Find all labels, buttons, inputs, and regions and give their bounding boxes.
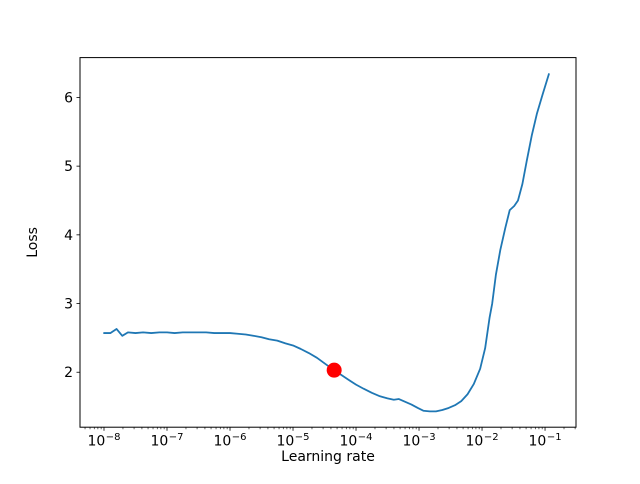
axes: 10−8 10−7 10−6 10−5 10−4 10−3 10−2 10−1 2 3 4 5 6 L… <box>25 57 577 465</box>
x-tick-label: 10−1 <box>529 432 562 450</box>
x-tick-label: 10−5 <box>276 432 309 450</box>
y-axis-ticks <box>76 97 80 373</box>
axes-box <box>79 57 577 428</box>
suggested-lr-marker <box>326 362 342 378</box>
y-tick-label: 3 <box>64 297 73 313</box>
x-tick-label: 10−6 <box>213 432 246 450</box>
x-axis-tick-labels: 10−8 10−7 10−6 10−5 10−4 10−3 10−2 10−1 <box>87 432 561 450</box>
x-tick-label: 10−2 <box>465 432 498 450</box>
y-tick-label: 2 <box>64 365 73 381</box>
loss-curve <box>103 73 550 413</box>
y-tick-label: 6 <box>64 90 73 106</box>
x-tick-label: 10−7 <box>150 432 183 450</box>
y-axis-tick-labels: 2 3 4 5 6 <box>64 90 73 381</box>
x-tick-label: 10−3 <box>402 432 435 450</box>
x-axis-ticks <box>84 427 576 431</box>
y-tick-label: 4 <box>64 228 73 244</box>
x-tick-label: 10−8 <box>87 432 120 450</box>
x-tick-label: 10−4 <box>339 432 372 450</box>
y-axis-label: Loss <box>25 227 41 258</box>
x-axis-label: Learning rate <box>281 449 375 465</box>
y-tick-label: 5 <box>64 159 73 175</box>
